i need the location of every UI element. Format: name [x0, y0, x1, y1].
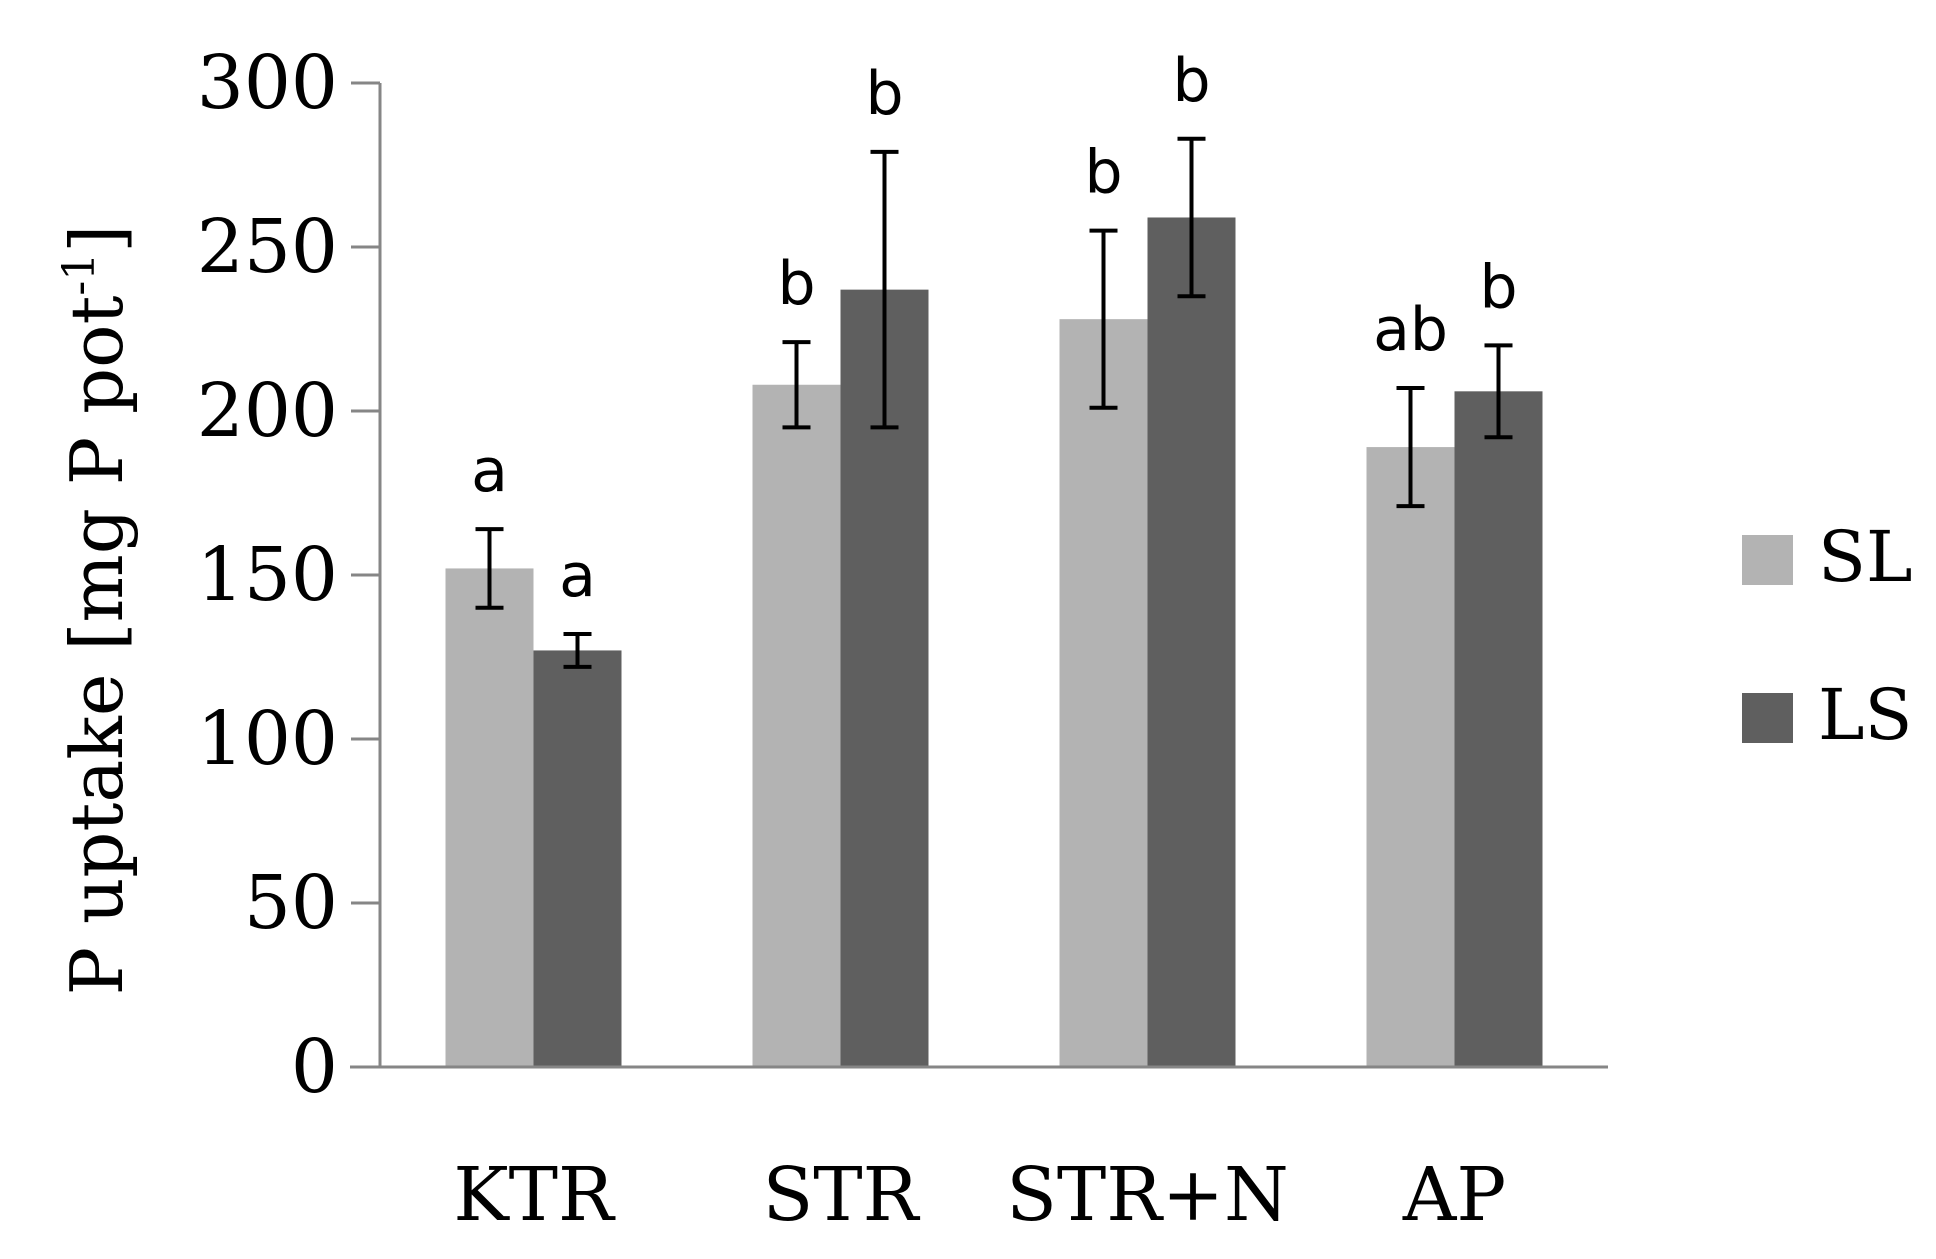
legend-swatch-ls — [1742, 693, 1793, 743]
x-category-label: AP — [1402, 1152, 1506, 1238]
y-tick-label: 50 — [244, 860, 338, 946]
y-axis-label-text: P uptake [mg P pot — [55, 296, 139, 996]
y-axis-label-superscript: -1 — [54, 253, 105, 296]
legend-label-ls: LS — [1818, 674, 1912, 756]
y-tick-label: 200 — [197, 368, 338, 454]
significance-letter: b — [865, 59, 903, 129]
significance-letter: a — [471, 436, 508, 506]
legend-swatch-sl — [1742, 535, 1793, 585]
significance-letter: ab — [1373, 295, 1448, 365]
legend: SL LS — [1742, 516, 1912, 756]
y-axis-label: P uptake [mg P pot-1] — [54, 225, 139, 996]
y-axis-label-close: ] — [55, 225, 139, 253]
y-tick-label: 100 — [197, 696, 338, 782]
y-tick-label: 300 — [197, 40, 338, 126]
y-tick-label: 0 — [291, 1024, 338, 1110]
x-category-label: STR+N — [1006, 1152, 1289, 1238]
legend-label-sl: SL — [1818, 516, 1912, 598]
y-tick-label: 150 — [197, 532, 338, 618]
error-bars — [475, 136, 1513, 669]
significance-letter: a — [559, 541, 596, 611]
bar-ls — [1454, 391, 1543, 1067]
bar-sl — [1366, 447, 1455, 1068]
bar-ls — [1147, 217, 1236, 1068]
y-axis: 0 50 100 150 200 250 300 — [197, 40, 382, 1110]
bar-sl — [1059, 319, 1148, 1067]
significance-letter: b — [1084, 138, 1122, 208]
bar-ls — [533, 650, 622, 1067]
bar-sl — [752, 384, 841, 1067]
significance-letter: b — [1172, 46, 1210, 116]
bar-sl — [445, 568, 534, 1067]
x-category-label: STR — [763, 1152, 921, 1238]
bars — [445, 217, 1543, 1068]
significance-letter: b — [1479, 252, 1517, 322]
y-tick-label: 250 — [197, 204, 338, 290]
significance-letter: b — [777, 249, 815, 319]
x-category-label: KTR — [453, 1152, 616, 1238]
x-axis: KTR STR STR+N AP — [350, 1065, 1608, 1238]
